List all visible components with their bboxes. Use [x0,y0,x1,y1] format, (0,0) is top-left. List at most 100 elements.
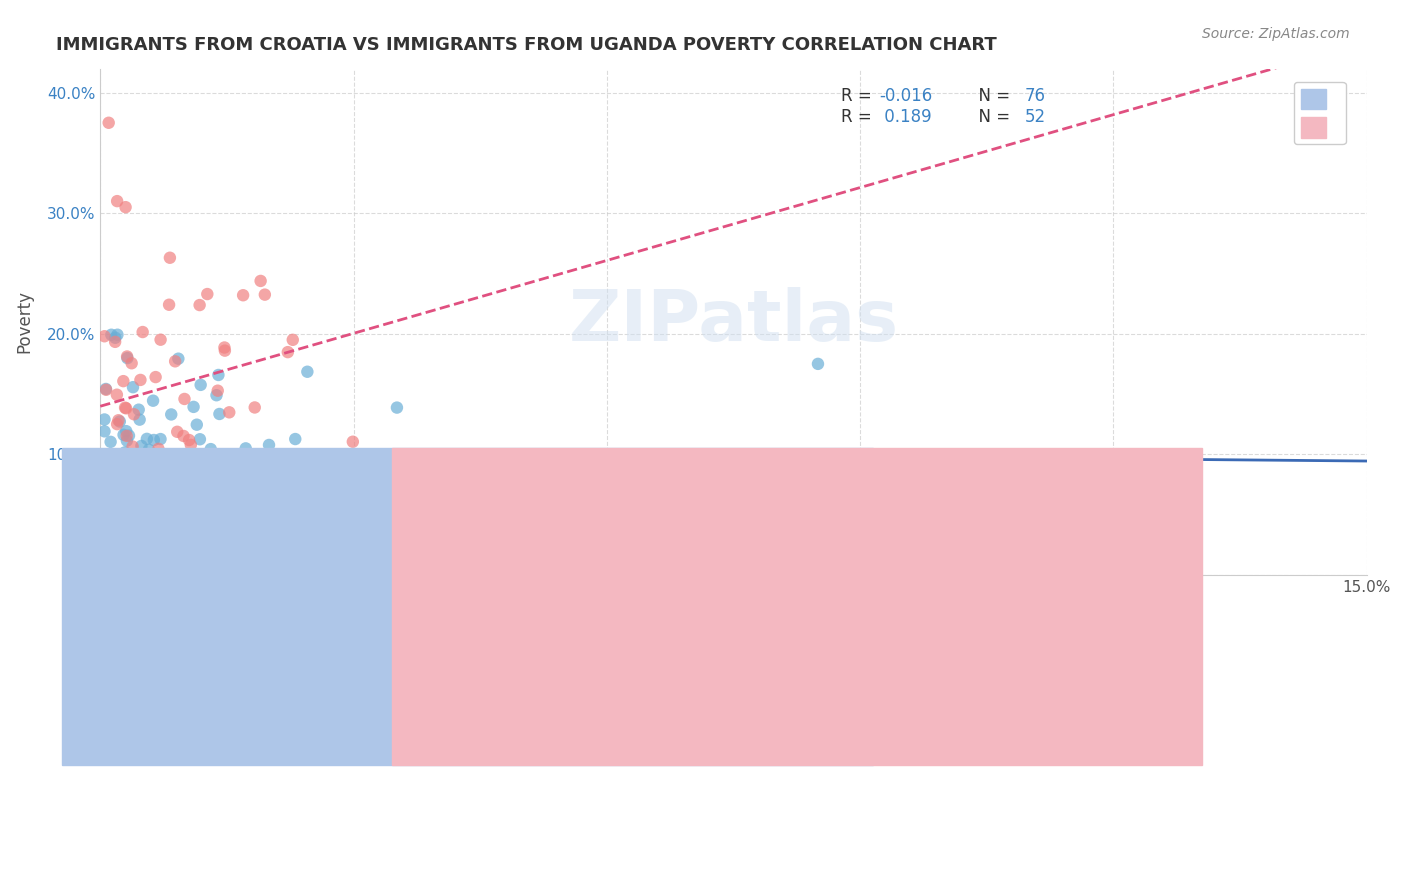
Point [100,327,122,342]
Legend: , : , [1294,82,1346,145]
Text: R =: R = [841,108,877,126]
Point [157,470,180,484]
Point [115,429,138,443]
Point [149,432,172,446]
Point [243,401,266,415]
FancyBboxPatch shape [391,449,1202,764]
Point [205,388,228,402]
Point [157,458,180,472]
Text: 0.189: 0.189 [879,108,932,126]
Point [202,450,225,465]
Point [807,357,830,371]
Point [207,368,229,382]
Point [93,506,115,520]
Point [115,350,138,364]
Point [112,466,135,480]
Point [146,512,169,526]
Point [96,485,118,500]
Point [138,442,160,457]
Point [246,503,269,517]
Point [159,251,181,265]
Point [149,333,172,347]
Point [128,402,150,417]
Point [93,460,115,475]
Point [135,432,157,446]
Point [112,374,135,388]
Point [250,492,273,507]
Point [215,497,238,511]
Text: IMMIGRANTS FROM CROATIA VS IMMIGRANTS FROM UGANDA POVERTY CORRELATION CHART: IMMIGRANTS FROM CROATIA VS IMMIGRANTS FR… [56,36,997,54]
Point [221,483,243,498]
Point [165,483,187,498]
Point [100,475,122,489]
Point [117,351,139,365]
Point [108,415,131,429]
Point [122,475,145,489]
Text: 52: 52 [1025,108,1046,126]
Point [94,382,117,396]
Point [145,370,167,384]
Point [232,288,254,302]
Text: N =: N = [967,108,1015,126]
Point [141,467,163,482]
Point [157,298,180,312]
Y-axis label: Poverty: Poverty [15,290,32,353]
Point [156,485,179,500]
Point [166,425,188,439]
Point [97,116,120,130]
Point [214,343,236,358]
Point [188,298,211,312]
Point [138,458,160,472]
Point [150,458,173,473]
Point [186,466,208,480]
Point [104,334,127,349]
Point [128,412,150,426]
Point [93,536,115,550]
Point [186,417,208,432]
Text: Source: ZipAtlas.com: Source: ZipAtlas.com [1202,27,1350,41]
Point [208,407,231,421]
Point [100,434,122,449]
Point [112,467,135,482]
Point [121,440,143,454]
Text: Immigrants from Croatia: Immigrants from Croatia [475,598,662,613]
Point [342,434,364,449]
Point [114,200,136,214]
Point [176,450,198,464]
Point [150,541,173,556]
Point [173,392,195,406]
Point [165,354,187,368]
Point [385,401,408,415]
Point [122,407,145,421]
Point [204,470,226,484]
Point [121,450,143,464]
Point [235,442,257,456]
Point [94,383,117,397]
Point [114,449,136,463]
Point [297,365,319,379]
Point [284,432,307,446]
Point [188,432,211,446]
Point [150,562,173,576]
Point [195,287,218,301]
Point [93,425,115,439]
Point [174,543,197,558]
Point [173,429,195,443]
Point [139,539,162,553]
Point [163,539,186,553]
Point [190,377,212,392]
Point [118,462,141,476]
Point [141,478,163,492]
Point [253,287,276,301]
Text: ZIPatlas: ZIPatlas [568,287,898,356]
Point [127,512,149,526]
Point [107,413,129,427]
Point [184,464,207,478]
Point [114,401,136,415]
Point [148,442,170,456]
Text: N =: N = [967,87,1015,105]
Text: R =: R = [841,87,877,105]
Point [153,543,176,558]
Point [214,341,236,355]
Text: -0.016: -0.016 [879,87,932,105]
